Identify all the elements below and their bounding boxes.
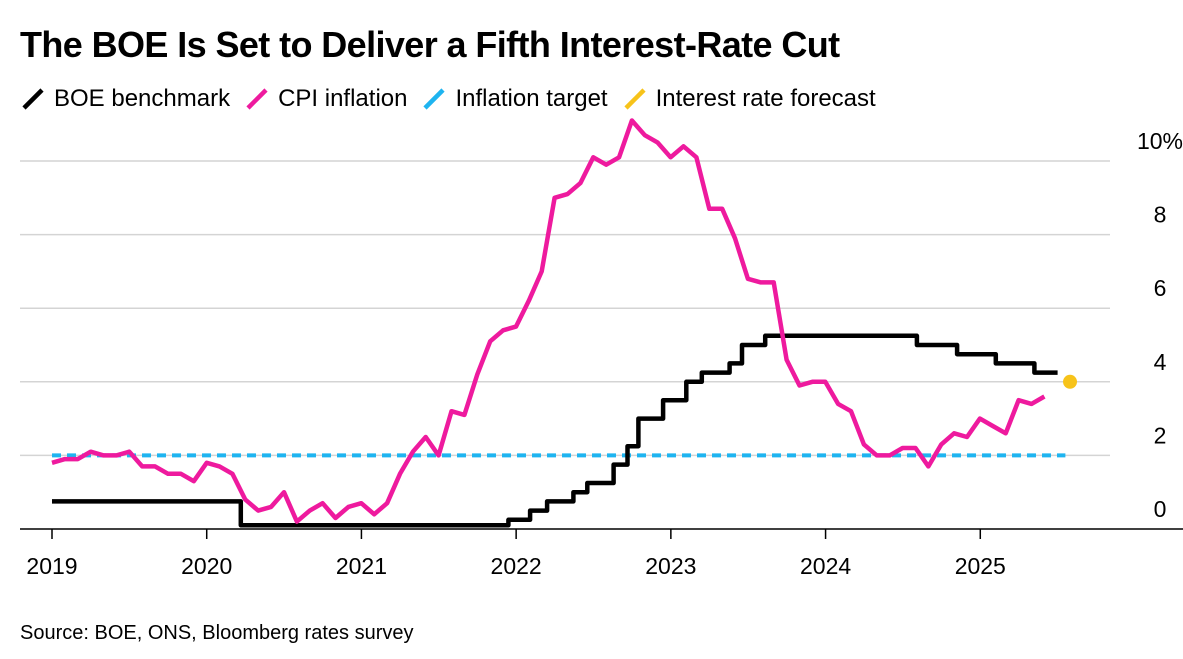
- legend-item-boe: BOE benchmark: [20, 85, 230, 113]
- legend-line-cpi: [246, 88, 268, 110]
- legend-swatch-cpi: [246, 88, 268, 110]
- legend-item-forecast: Interest rate forecast: [622, 85, 876, 113]
- x-tick-label-2021: 2021: [336, 553, 387, 579]
- legend-label-target: Inflation target: [455, 85, 608, 112]
- series-line-boe: [52, 333, 1058, 528]
- x-tick-label-2020: 2020: [181, 553, 232, 579]
- legend-label-cpi: CPI inflation: [278, 85, 408, 112]
- grid-layer: [20, 160, 1110, 457]
- legend-line-forecast: [624, 88, 646, 110]
- y-tick-label-2: 2: [1154, 422, 1167, 448]
- source-note: Source: BOE, ONS, Bloomberg rates survey: [20, 622, 414, 644]
- x-tick-label-2023: 2023: [645, 553, 696, 579]
- legend-line-boe: [22, 88, 44, 110]
- legend-swatch-target: [423, 88, 446, 110]
- x-tick-label-2024: 2024: [800, 553, 851, 579]
- legend-line-target: [423, 88, 446, 110]
- y-tick-label-6: 6: [1154, 275, 1167, 301]
- y-tick-label-0: 0: [1154, 496, 1167, 522]
- y-tick-label-10: 10%: [1137, 128, 1183, 154]
- legend-label-forecast: Interest rate forecast: [655, 85, 876, 112]
- x-tick-label-2019: 2019: [26, 553, 77, 579]
- legend-label-boe: BOE benchmark: [54, 85, 231, 112]
- label-layer: 0 2 4 6 8 10% 2019 2020 2021 2022 2023 2024 2025: [26, 128, 1183, 579]
- forecast-point: [1063, 374, 1078, 389]
- y-tick-label-4: 4: [1154, 349, 1167, 375]
- legend-swatch-forecast: [624, 88, 646, 110]
- series-line-cpi: [51, 118, 1046, 524]
- legend: BOE benchmark CPI inflation Inflation ta…: [20, 84, 890, 114]
- legend-swatch-boe: [22, 88, 44, 110]
- y-tick-label-8: 8: [1154, 202, 1167, 228]
- series-layer: [51, 118, 1078, 528]
- x-tick-label-2022: 2022: [491, 553, 542, 579]
- axis-layer: [20, 528, 1183, 539]
- x-tick-label-2025: 2025: [955, 553, 1006, 579]
- legend-item-target: Inflation target: [421, 85, 608, 113]
- chart-title: The BOE Is Set to Deliver a Fifth Intere…: [20, 24, 840, 65]
- legend-item-cpi: CPI inflation: [244, 85, 407, 113]
